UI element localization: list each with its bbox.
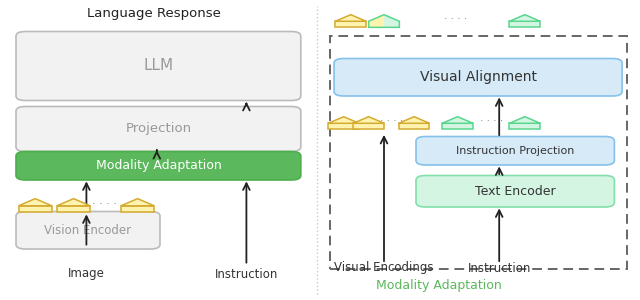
Polygon shape (509, 117, 540, 123)
Polygon shape (57, 206, 90, 212)
FancyBboxPatch shape (334, 58, 622, 96)
Polygon shape (328, 123, 359, 129)
Text: Language Response: Language Response (86, 7, 221, 20)
Text: Instruction Projection: Instruction Projection (456, 146, 574, 156)
Text: · · · ·: · · · · (444, 14, 467, 25)
Polygon shape (509, 123, 540, 129)
Text: LLM: LLM (143, 58, 173, 74)
FancyBboxPatch shape (416, 176, 614, 207)
Polygon shape (328, 117, 359, 123)
Text: Visual Encodings: Visual Encodings (334, 262, 434, 275)
FancyBboxPatch shape (416, 136, 614, 165)
Polygon shape (509, 21, 540, 27)
Text: · · · ·: · · · · (380, 116, 403, 127)
Text: Vision Encoder: Vision Encoder (44, 224, 132, 237)
Text: Visual Alignment: Visual Alignment (420, 70, 536, 84)
Polygon shape (121, 199, 154, 206)
Text: Instruction: Instruction (214, 268, 278, 281)
Text: · · · ·: · · · · (92, 199, 117, 209)
Text: Modality Adaptation: Modality Adaptation (95, 159, 221, 172)
Text: · · · ·: · · · · (480, 116, 503, 127)
Text: Modality Adaptation: Modality Adaptation (376, 279, 501, 292)
Polygon shape (509, 15, 540, 21)
Polygon shape (399, 123, 429, 129)
Polygon shape (335, 15, 366, 21)
Polygon shape (384, 15, 399, 21)
Polygon shape (384, 21, 399, 27)
Text: Text Encoder: Text Encoder (475, 185, 556, 198)
Polygon shape (121, 206, 154, 212)
Text: Projection: Projection (125, 122, 191, 136)
Polygon shape (369, 15, 384, 21)
Polygon shape (442, 117, 473, 123)
Polygon shape (19, 206, 52, 212)
FancyBboxPatch shape (16, 152, 301, 180)
FancyBboxPatch shape (16, 106, 301, 152)
Polygon shape (57, 199, 90, 206)
Polygon shape (335, 21, 366, 27)
Polygon shape (369, 21, 384, 27)
Text: Instruction: Instruction (467, 262, 531, 275)
Polygon shape (353, 123, 384, 129)
Polygon shape (353, 117, 384, 123)
FancyBboxPatch shape (16, 32, 301, 101)
Polygon shape (442, 123, 473, 129)
Text: Image: Image (68, 268, 105, 281)
Polygon shape (19, 199, 52, 206)
FancyBboxPatch shape (16, 212, 160, 249)
Polygon shape (399, 117, 429, 123)
